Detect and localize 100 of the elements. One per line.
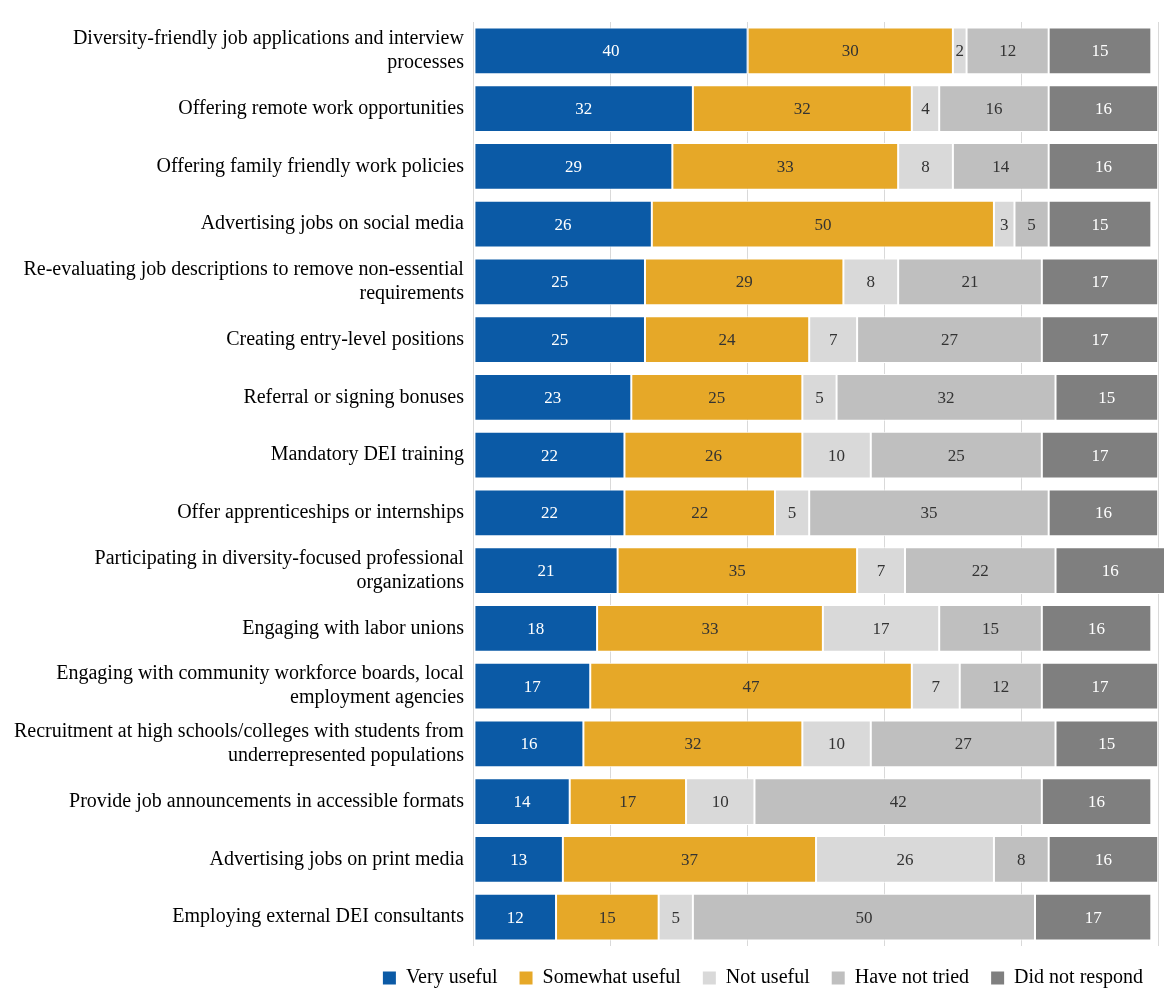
y-tick-label: Offering remote work opportunities bbox=[178, 95, 465, 119]
data-label: 12 bbox=[992, 676, 1010, 696]
data-label: 2 bbox=[955, 41, 964, 61]
data-label: 15 bbox=[1098, 734, 1116, 754]
data-label: 30 bbox=[841, 41, 859, 61]
data-label: 16 bbox=[1101, 561, 1119, 581]
data-label: 17 bbox=[1091, 676, 1109, 696]
data-label: 5 bbox=[671, 907, 681, 927]
data-label: 25 bbox=[708, 387, 726, 407]
data-label: 5 bbox=[815, 387, 824, 407]
data-label: 10 bbox=[828, 445, 846, 465]
legend-label: Somewhat useful bbox=[542, 965, 682, 988]
data-label: 32 bbox=[575, 99, 593, 119]
data-label: 21 bbox=[961, 272, 979, 292]
y-tick-label: Creating entry-level positions bbox=[226, 326, 465, 350]
y-tick-label: Engaging with labor unions bbox=[242, 615, 465, 639]
data-label: 7 bbox=[876, 561, 886, 581]
data-label: 10 bbox=[828, 734, 846, 754]
data-label: 5 bbox=[787, 503, 797, 523]
data-label: 17 bbox=[523, 676, 542, 696]
data-label: 16 bbox=[1088, 618, 1106, 638]
y-tick-label: Provide job announcements in accessible formats bbox=[69, 788, 465, 812]
data-label: 15 bbox=[598, 907, 616, 927]
data-label: 15 bbox=[1098, 387, 1116, 407]
y-tick-label: Advertising jobs on print media bbox=[209, 846, 465, 870]
y-tick-label: Advertising jobs on social media bbox=[200, 211, 465, 235]
data-label: 29 bbox=[564, 156, 582, 176]
data-label: 26 bbox=[704, 445, 722, 465]
data-label: 16 bbox=[1088, 792, 1106, 812]
data-label: 33 bbox=[776, 156, 794, 176]
data-label: 8 bbox=[866, 272, 876, 292]
data-label: 29 bbox=[735, 272, 753, 292]
data-label: 15 bbox=[1091, 214, 1109, 234]
data-label: 22 bbox=[691, 503, 709, 523]
data-label: 18 bbox=[527, 618, 545, 638]
data-label: 17 bbox=[619, 792, 637, 812]
data-label: 4 bbox=[921, 99, 931, 119]
data-label: 7 bbox=[931, 676, 941, 696]
data-label: 47 bbox=[742, 676, 761, 696]
legend-label: Not useful bbox=[725, 965, 811, 988]
data-label: 32 bbox=[937, 387, 955, 407]
data-label: 12 bbox=[506, 907, 524, 927]
data-label: 26 bbox=[896, 849, 914, 869]
data-label: 16 bbox=[1094, 849, 1112, 869]
data-label: 33 bbox=[701, 618, 719, 638]
legend-label: Have not tried bbox=[854, 965, 970, 988]
legend-label: Very useful bbox=[405, 965, 498, 989]
data-label: 25 bbox=[947, 445, 965, 465]
y-tick-label: Participating in diversity-focused professional organizations bbox=[94, 545, 465, 593]
data-label: 16 bbox=[520, 734, 538, 754]
y-tick-label: Offering family friendly work policies bbox=[156, 153, 465, 177]
data-label: 16 bbox=[1094, 503, 1112, 523]
data-label: 24 bbox=[718, 330, 737, 350]
data-label: 3 bbox=[999, 214, 1009, 234]
data-label: 37 bbox=[680, 849, 699, 869]
data-label: 32 bbox=[793, 99, 811, 119]
data-label: 22 bbox=[540, 445, 558, 465]
data-label: 27 bbox=[940, 330, 959, 350]
data-label: 17 bbox=[1091, 330, 1109, 350]
data-label: 26 bbox=[554, 214, 572, 234]
data-label: 23 bbox=[544, 387, 562, 407]
data-label: 13 bbox=[510, 849, 528, 869]
data-label: 50 bbox=[814, 214, 832, 234]
y-tick-label: Employing external DEI consultants bbox=[172, 904, 465, 928]
data-label: 8 bbox=[1017, 849, 1026, 869]
y-tick-label: Diversity-friendly job applications and interview processes bbox=[72, 26, 465, 74]
data-label: 5 bbox=[1027, 214, 1036, 234]
y-tick-label: Re-evaluating job descriptions to remove non-essential requirements bbox=[23, 257, 465, 305]
y-tick-label: Recruitment at high schools/colleges with students from underrepresented populations bbox=[14, 719, 465, 767]
data-label: 35 bbox=[920, 503, 938, 523]
data-label: 35 bbox=[728, 561, 746, 581]
data-label: 16 bbox=[1094, 156, 1112, 176]
y-tick-label: Engaging with community workforce boards, local employment agencies bbox=[56, 661, 465, 709]
data-label: 14 bbox=[992, 156, 1010, 176]
data-label: 22 bbox=[971, 561, 989, 581]
data-label: 50 bbox=[855, 907, 873, 927]
data-label: 17 bbox=[1084, 907, 1103, 927]
data-label: 10 bbox=[711, 792, 729, 812]
data-label: 15 bbox=[1091, 41, 1109, 61]
data-label: 17 bbox=[1091, 445, 1109, 465]
data-label: 27 bbox=[954, 734, 973, 754]
data-label: 22 bbox=[540, 503, 558, 523]
data-label: 8 bbox=[921, 156, 930, 176]
data-label: 16 bbox=[985, 99, 1003, 119]
data-label: 14 bbox=[513, 792, 532, 812]
data-label: 42 bbox=[889, 792, 907, 812]
data-label: 7 bbox=[828, 330, 838, 350]
data-label: 15 bbox=[982, 618, 1000, 638]
data-label: 21 bbox=[537, 561, 555, 581]
legend-label: Did not respond bbox=[1014, 965, 1144, 989]
data-label: 25 bbox=[551, 330, 569, 350]
data-label: 17 bbox=[872, 618, 891, 638]
data-label: 25 bbox=[551, 272, 569, 292]
data-label: 16 bbox=[1094, 99, 1112, 119]
y-tick-label: Referral or signing bonuses bbox=[243, 384, 465, 408]
data-label: 32 bbox=[684, 734, 702, 754]
data-label: 17 bbox=[1091, 272, 1109, 292]
y-tick-label: Mandatory DEI training bbox=[270, 442, 464, 466]
data-label: 40 bbox=[602, 41, 620, 61]
y-tick-label: Offer apprenticeships or internships bbox=[177, 500, 465, 524]
